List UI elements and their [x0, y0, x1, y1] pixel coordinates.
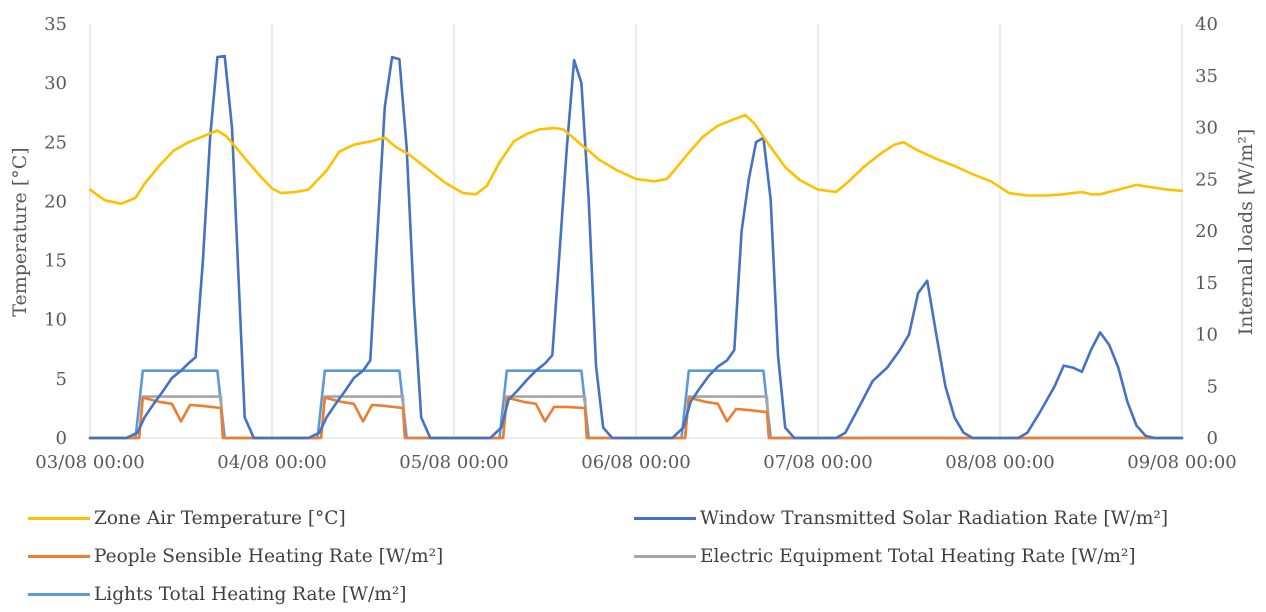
gridlines — [89, 24, 1183, 439]
legend-swatch — [634, 555, 696, 558]
series-zone-air-temperature — [88, 113, 1184, 206]
legend-item-lights-heating: Lights Total Heating Rate [W/m²] — [28, 584, 406, 605]
legend-swatch — [28, 517, 90, 520]
x-axis-ticks: 03/08 00:00 04/08 00:00 05/08 00:00 06/08 0… — [35, 452, 1236, 473]
right-tick-label: 35 — [1195, 66, 1218, 87]
right-axis-title: Internal loads [W/m²] — [1235, 129, 1257, 336]
right-tick-label: 25 — [1195, 169, 1218, 190]
x-tick-label: 05/08 00:00 — [399, 452, 508, 473]
left-tick-label: 30 — [44, 73, 67, 94]
left-tick-label: 0 — [56, 428, 67, 449]
legend-label: Electric Equipment Total Heating Rate [W… — [700, 546, 1136, 567]
legend-label: People Sensible Heating Rate [W/m²] — [94, 546, 444, 567]
right-tick-label: 10 — [1195, 325, 1218, 346]
legend-swatch — [28, 593, 90, 596]
left-axis-ticks: 0 5 10 15 20 25 30 35 — [44, 14, 67, 449]
left-tick-label: 25 — [44, 132, 67, 153]
right-axis-ticks: 0 5 10 15 20 25 30 35 40 — [1195, 14, 1218, 449]
chart: 0 5 10 15 20 25 30 35 0 5 10 15 20 25 30 35 40 03/08 00… — [9, 14, 1257, 473]
legend-swatch — [28, 555, 90, 558]
x-tick-label: 06/08 00:00 — [581, 452, 690, 473]
x-tick-label: 04/08 00:00 — [217, 452, 326, 473]
legend-item-people-sensible-heating: People Sensible Heating Rate [W/m²] — [28, 546, 443, 567]
x-tick-label: 03/08 00:00 — [35, 452, 144, 473]
left-tick-label: 20 — [44, 191, 67, 212]
legend-label: Lights Total Heating Rate [W/m²] — [94, 584, 407, 605]
right-tick-label: 5 — [1207, 376, 1218, 397]
left-tick-label: 10 — [44, 310, 67, 331]
left-tick-label: 35 — [44, 14, 67, 35]
legend-swatch — [634, 517, 696, 520]
series-lines — [88, 54, 1184, 440]
right-tick-label: 20 — [1195, 221, 1218, 242]
legend-item-electric-equipment-heating: Electric Equipment Total Heating Rate [W… — [634, 546, 1136, 567]
legend-item-zone-air-temperature: Zone Air Temperature [°C] — [28, 508, 346, 529]
legend: Zone Air Temperature [°C] Window Transmi… — [28, 500, 1248, 610]
x-tick-label: 08/08 00:00 — [945, 452, 1054, 473]
x-tick-label: 09/08 00:00 — [1127, 452, 1236, 473]
right-tick-label: 15 — [1195, 273, 1218, 294]
legend-label: Zone Air Temperature [°C] — [94, 508, 346, 529]
x-tick-label: 07/08 00:00 — [763, 452, 872, 473]
left-axis-title: Temperature [°C] — [9, 147, 31, 316]
legend-label: Window Transmitted Solar Radiation Rate … — [700, 508, 1169, 529]
left-tick-label: 5 — [56, 369, 67, 390]
left-tick-label: 15 — [44, 251, 67, 272]
right-tick-label: 0 — [1207, 428, 1218, 449]
right-tick-label: 40 — [1195, 14, 1218, 35]
series-window-solar-radiation — [88, 54, 1184, 440]
legend-item-window-solar-radiation: Window Transmitted Solar Radiation Rate … — [634, 508, 1168, 529]
right-tick-label: 30 — [1195, 118, 1218, 139]
